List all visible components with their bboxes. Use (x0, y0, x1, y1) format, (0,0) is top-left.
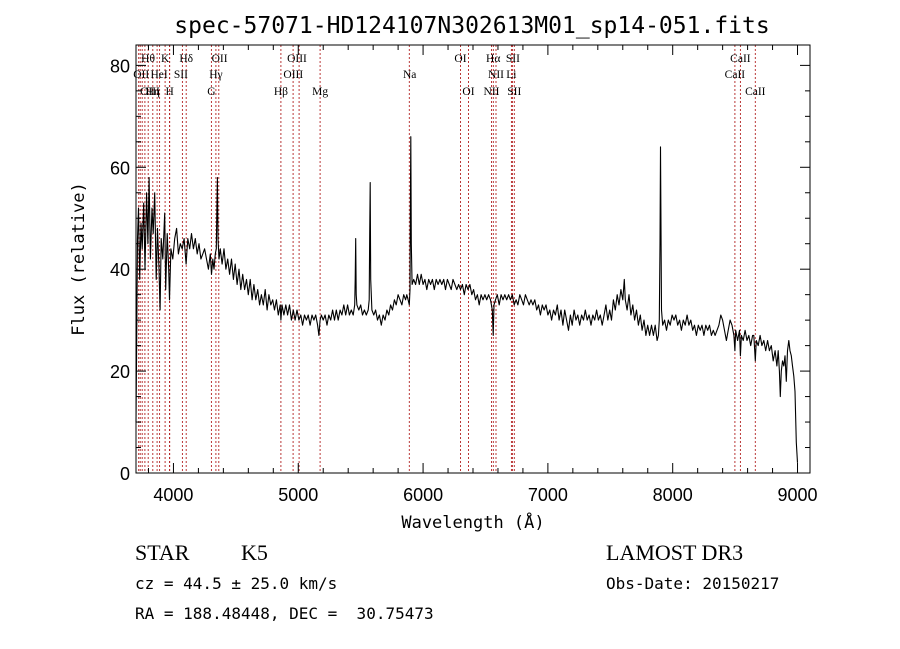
line-label: CaII (725, 69, 746, 81)
survey-name: LAMOST DR3 (606, 540, 744, 565)
line-label: H (165, 86, 173, 98)
line-label: NII (484, 86, 500, 98)
line-label: SII (507, 86, 521, 98)
x-tick-label: 4000 (153, 485, 193, 505)
x-axis-label: Wavelength (Å) (401, 511, 544, 533)
redshift-value: cz = 44.5 ± 25.0 km/s (135, 574, 338, 593)
line-label: OI (454, 53, 466, 65)
line-label: Na (403, 69, 416, 81)
plot-frame (135, 44, 811, 474)
subclass: K5 (241, 540, 268, 565)
x-tick-label: 9000 (777, 485, 817, 505)
x-tick-label: 7000 (528, 485, 568, 505)
line-label: Li (506, 69, 516, 81)
line-label: SII (174, 69, 188, 81)
chart-title: spec-57071-HD124107N302613M01_sp14-051.f… (174, 13, 769, 39)
spectrum-line (135, 136, 799, 463)
x-tick-labels: 4000 5000 6000 7000 8000 9000 (153, 485, 817, 505)
y-tick-label: 60 (110, 158, 130, 178)
coordinates: RA = 188.48448, DEC = 30.75473 (135, 604, 434, 623)
line-label: Hγ (209, 69, 222, 81)
obs-date: Obs-Date: 20150217 (606, 574, 780, 593)
x-tick-label: 8000 (653, 485, 693, 505)
line-label: Hδ (179, 53, 193, 65)
y-tick-label: 0 (120, 464, 130, 484)
x-tick-label: 5000 (278, 485, 318, 505)
line-label: OIII (283, 69, 303, 81)
line-label: SII (506, 53, 520, 65)
line-label: K (161, 53, 170, 65)
line-label: Hα (486, 53, 500, 65)
line-label: OIII (287, 53, 307, 65)
line-label: NII (488, 69, 504, 81)
line-label: G (207, 86, 215, 98)
line-label: Mg (312, 86, 328, 98)
x-tick-label: 6000 (403, 485, 443, 505)
line-label: OII (212, 53, 228, 65)
y-tick-label: 80 (110, 56, 130, 76)
axis-ticks (136, 45, 810, 474)
y-axis-label: Flux (relative) (69, 182, 89, 336)
line-label: Hθ (141, 53, 155, 65)
line-label: OI (462, 86, 474, 98)
y-tick-label: 40 (110, 260, 130, 280)
line-label: OIII (140, 86, 160, 98)
line-label: HeI (150, 69, 167, 81)
line-label: Hη (146, 86, 160, 98)
y-tick-label: 20 (110, 362, 130, 382)
line-label: Hβ (274, 86, 288, 98)
line-label: CaII (745, 86, 766, 98)
line-label: CaII (730, 53, 751, 65)
object-type: STAR (135, 540, 190, 565)
line-label: OII (133, 69, 149, 81)
y-tick-labels: 0 20 40 60 80 (110, 56, 130, 484)
